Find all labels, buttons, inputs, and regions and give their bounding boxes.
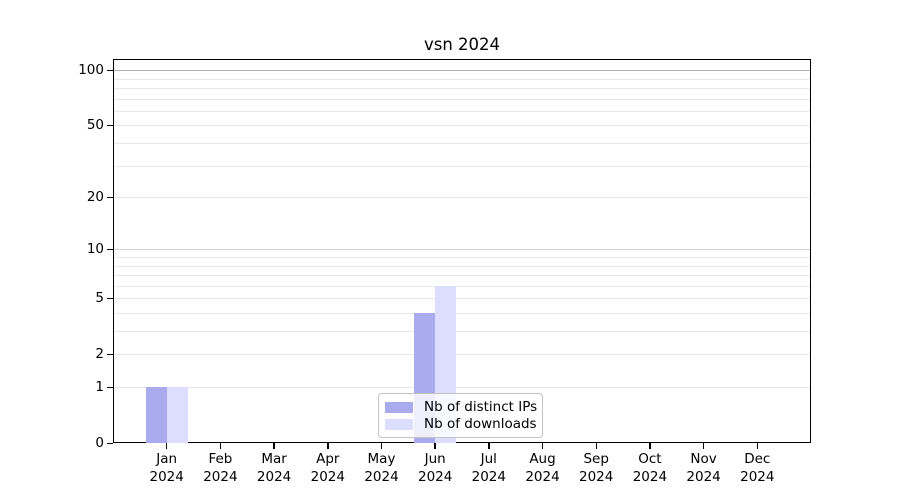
x-tick-label-oct: Oct 2024 — [620, 451, 680, 486]
x-tick-year-sep: 2024 — [579, 468, 614, 485]
y-tick-mark-0 — [107, 442, 113, 444]
x-tick-year-jul: 2024 — [471, 468, 506, 485]
legend-label-distinct-ips: Nb of distinct IPs — [424, 399, 538, 415]
legend-entry-downloads: Nb of downloads — [385, 416, 537, 432]
y-tick-mark-5 — [107, 297, 113, 300]
x-tick-mark-jun — [434, 443, 436, 449]
x-tick-mark-sep — [595, 443, 597, 449]
gridline-2 — [114, 354, 810, 356]
x-tick-mark-apr — [327, 443, 329, 449]
gridline-8 — [114, 265, 810, 267]
gridline-90 — [114, 78, 810, 80]
x-tick-mark-mar — [273, 443, 275, 449]
x-tick-label-sep: Sep 2024 — [566, 451, 626, 486]
x-tick-mark-may — [380, 443, 383, 449]
gridline-100 — [114, 70, 810, 72]
y-tick-label-50: 50 — [86, 117, 104, 134]
y-tick-label-0: 0 — [95, 435, 104, 451]
y-tick-label-10: 10 — [86, 241, 104, 258]
y-tick-label-1: 1 — [95, 379, 104, 395]
y-tick-mark-50 — [107, 124, 113, 127]
x-tick-year-mar: 2024 — [256, 468, 292, 485]
x-tick-mark-aug — [541, 443, 544, 449]
gridline-60 — [114, 110, 810, 112]
gridline-9 — [114, 257, 810, 258]
y-tick-label-20: 20 — [86, 189, 104, 206]
x-tick-label-may: May 2024 — [352, 451, 412, 486]
x-tick-label-feb: Feb 2024 — [190, 451, 250, 486]
gridline-80 — [114, 88, 810, 89]
gridline-30 — [114, 165, 810, 167]
x-tick-label-aug: Aug 2024 — [513, 451, 573, 486]
x-tick-label-jun: Jun 2024 — [405, 451, 465, 486]
gridline-7 — [114, 275, 810, 276]
legend-entry-distinct-ips: Nb of distinct IPs — [385, 399, 538, 415]
legend-swatch-distinct-ips — [385, 401, 413, 413]
x-tick-year-apr: 2024 — [310, 468, 345, 485]
legend-label-downloads: Nb of downloads — [424, 416, 537, 432]
gridline-10 — [114, 249, 810, 251]
x-tick-label-jul: Jul 2024 — [459, 451, 519, 486]
x-tick-year-nov: 2024 — [686, 468, 721, 485]
gridline-6 — [114, 285, 810, 287]
legend: Nb of distinct IPs Nb of downloads — [378, 393, 543, 438]
gridline-20 — [114, 197, 810, 199]
gridline-50 — [114, 125, 810, 127]
x-tick-year-oct: 2024 — [632, 468, 668, 485]
x-tick-label-jan: Jan 2024 — [137, 451, 197, 486]
y-tick-label-2: 2 — [95, 346, 104, 363]
gridline-40 — [114, 143, 810, 144]
x-tick-mark-jul — [488, 443, 490, 449]
gridline-3 — [114, 331, 810, 332]
x-tick-year-may: 2024 — [364, 468, 399, 485]
x-tick-year-dec: 2024 — [740, 468, 775, 485]
x-tick-label-dec: Dec 2024 — [727, 451, 787, 486]
gridline-5 — [114, 298, 810, 300]
legend-swatch-downloads — [385, 418, 413, 430]
y-tick-label-5: 5 — [95, 290, 104, 307]
bar-distinct-ips-jan — [145, 387, 167, 443]
y-tick-mark-100 — [107, 69, 113, 72]
x-tick-year-jun: 2024 — [418, 468, 453, 485]
gridline-70 — [114, 98, 810, 100]
x-tick-mark-jan — [165, 443, 168, 449]
x-tick-year-aug: 2024 — [525, 468, 560, 485]
x-tick-label-nov: Nov 2024 — [674, 451, 734, 486]
y-tick-mark-20 — [107, 196, 113, 199]
plot-area — [113, 59, 811, 443]
y-tick-label-100: 100 — [78, 62, 104, 79]
x-tick-label-mar: Mar 2024 — [244, 451, 304, 486]
x-tick-mark-feb — [219, 443, 222, 449]
x-tick-year-feb: 2024 — [203, 468, 238, 485]
gridline-4 — [114, 313, 810, 314]
x-tick-mark-oct — [649, 443, 651, 449]
bar-downloads-jan — [166, 387, 188, 443]
x-tick-year-jan: 2024 — [149, 468, 184, 485]
y-tick-mark-1 — [107, 386, 113, 388]
x-tick-mark-dec — [756, 443, 759, 449]
gridline-1 — [114, 387, 810, 388]
x-tick-label-apr: Apr 2024 — [298, 451, 358, 486]
y-tick-mark-10 — [107, 248, 113, 251]
chart-title: vsn 2024 — [423, 35, 501, 54]
y-tick-mark-2 — [107, 353, 113, 356]
x-tick-mark-nov — [702, 443, 705, 449]
